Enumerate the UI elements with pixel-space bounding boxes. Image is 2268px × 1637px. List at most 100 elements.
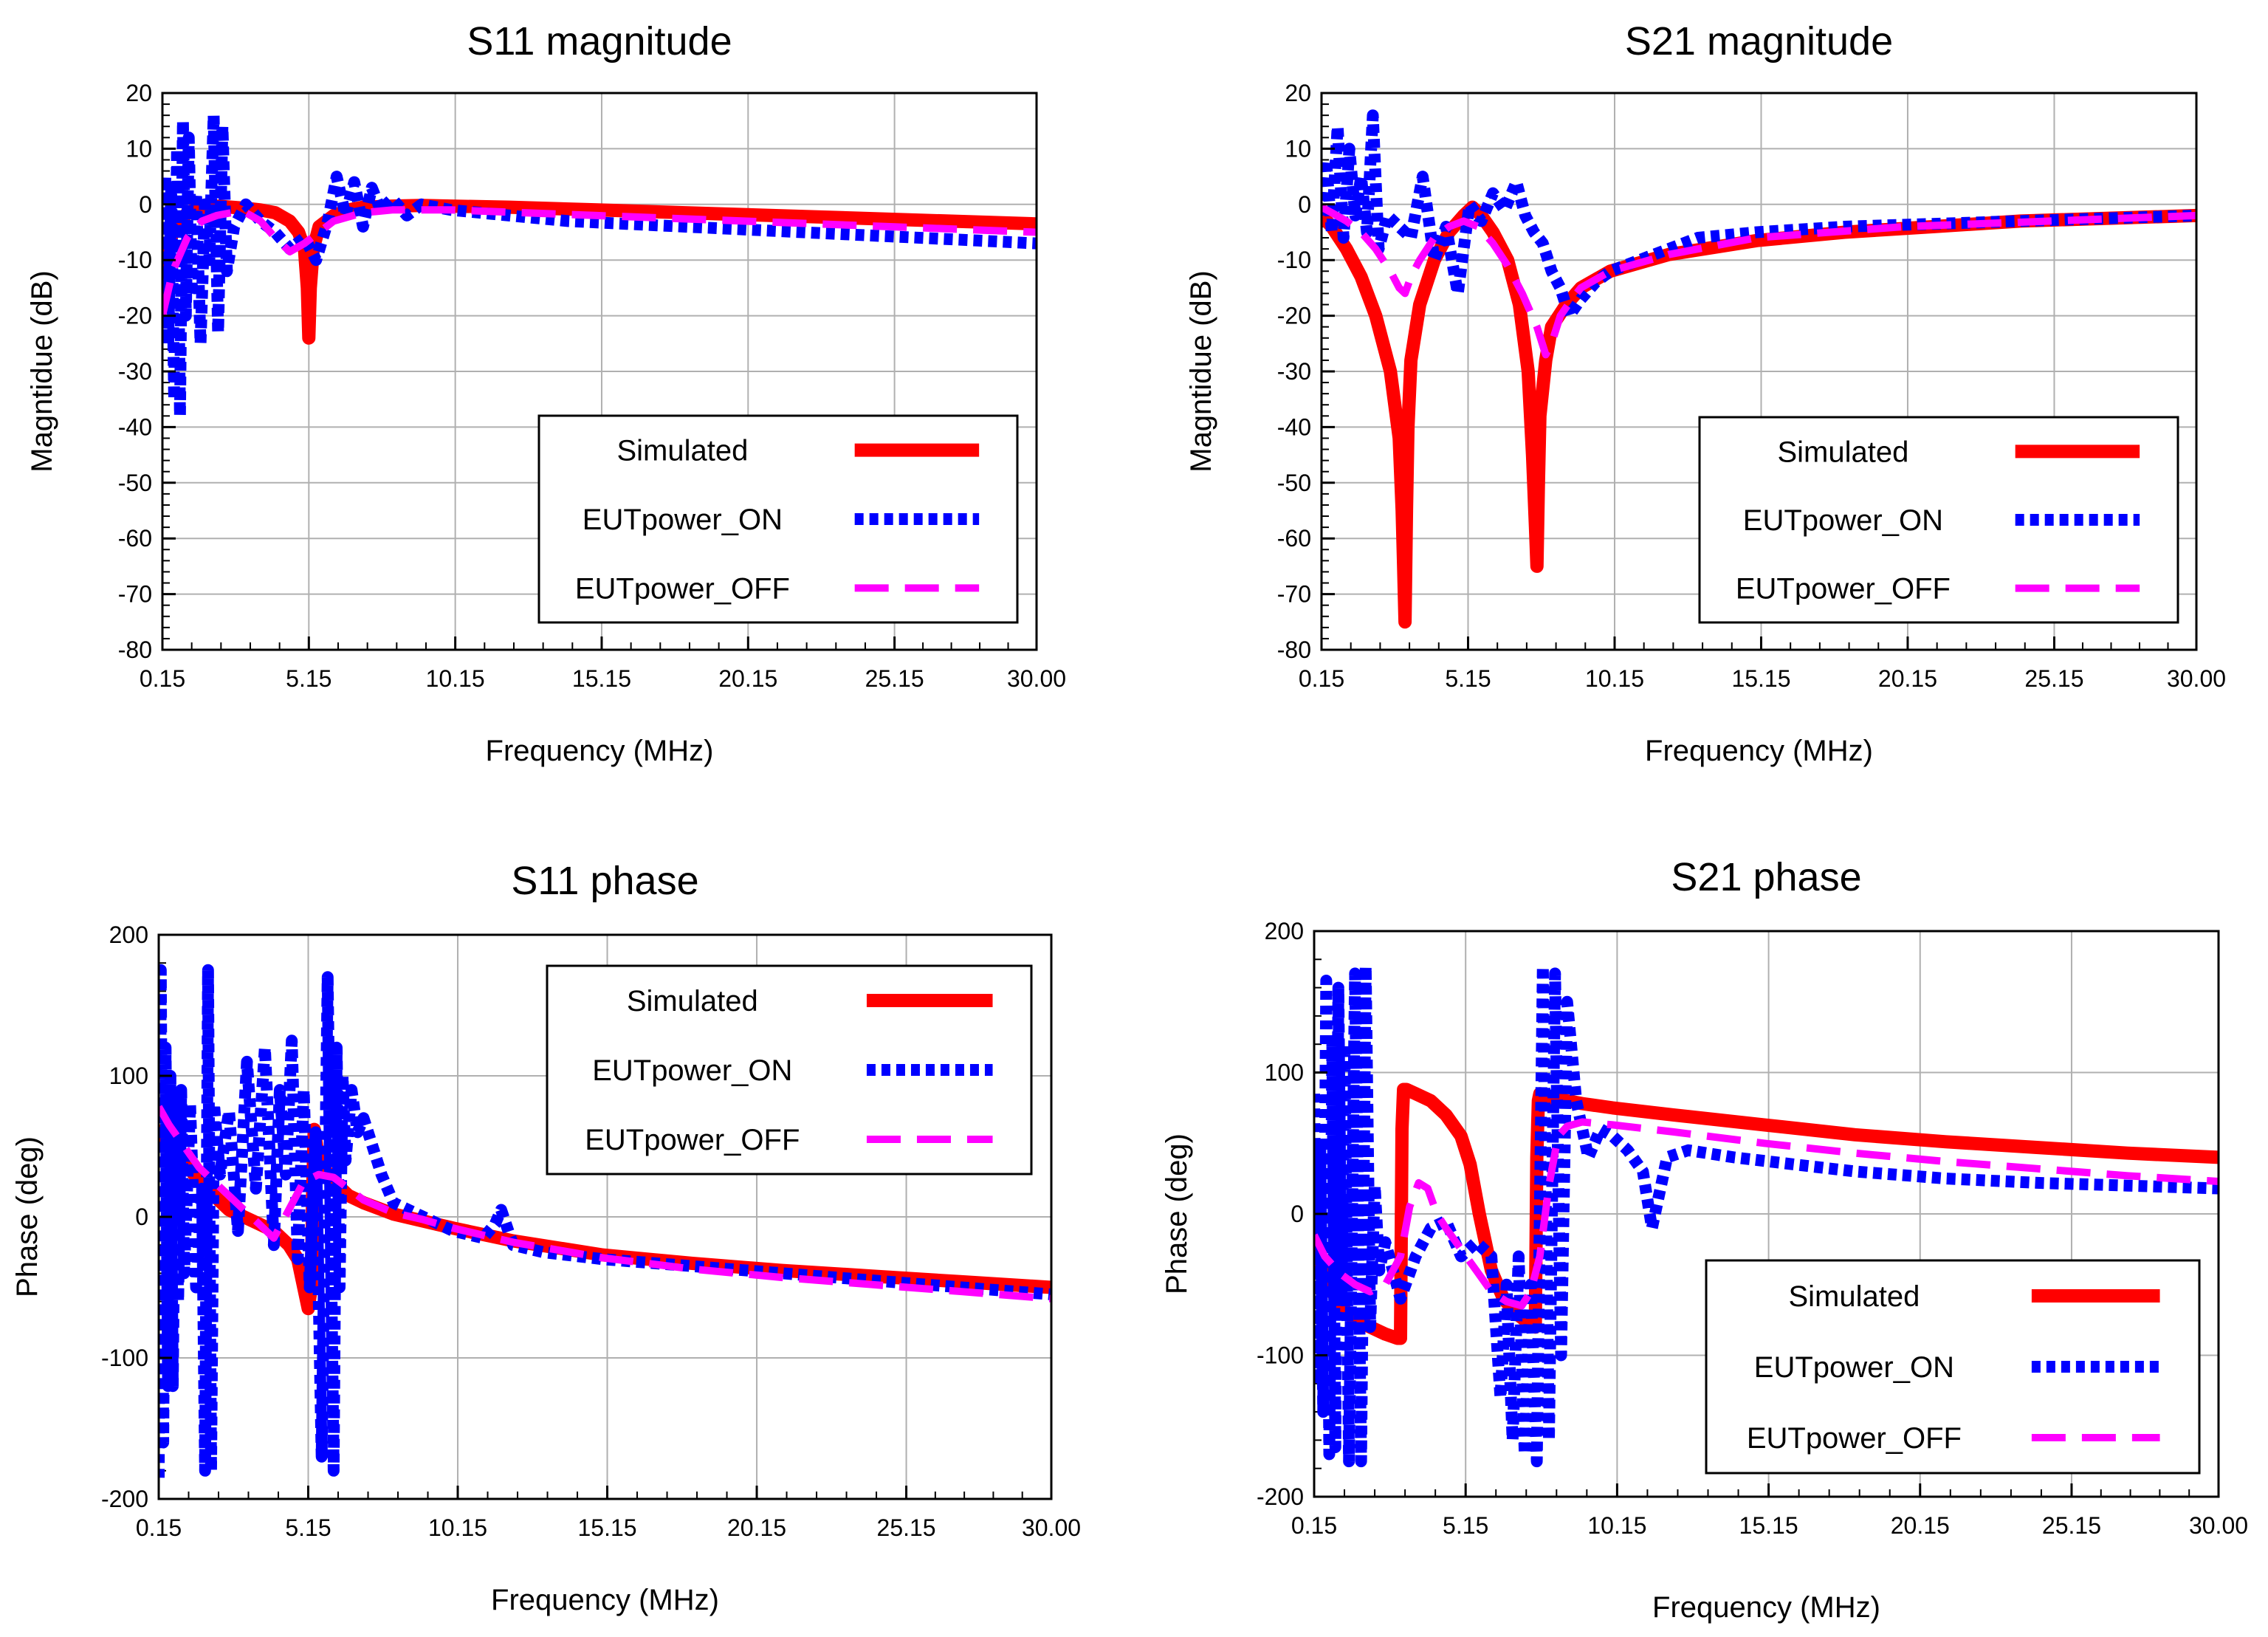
y-tick-label: 0 xyxy=(139,191,152,218)
series-eutpower-on-line xyxy=(1314,960,2219,1468)
legend-label: EUTpower_OFF xyxy=(1736,573,1951,605)
y-tick-label: -100 xyxy=(1257,1342,1304,1369)
x-tick-label: 0.15 xyxy=(1291,1512,1337,1539)
chart-title: S11 magnitude xyxy=(467,19,732,64)
y-tick-label: -20 xyxy=(1277,303,1311,329)
series-eutpower-on-line xyxy=(1322,109,2196,322)
legend-label: EUTpower_ON xyxy=(1754,1351,1954,1384)
y-tick-label: -40 xyxy=(118,413,152,440)
y-tick-label: 20 xyxy=(126,80,152,106)
legend-label: EUTpower_OFF xyxy=(1747,1422,1962,1455)
y-tick-label: 0 xyxy=(135,1204,148,1230)
x-tick-label: 0.15 xyxy=(1299,665,1344,692)
y-tick-label: -20 xyxy=(118,303,152,329)
legend: Simulated EUTpower_ON EUTpower_OFF xyxy=(1698,416,2179,624)
y-tick-label: -30 xyxy=(1277,358,1311,385)
x-tick-label: 15.15 xyxy=(1739,1512,1798,1539)
y-tick-label: -30 xyxy=(118,358,152,385)
x-tick-label: 15.15 xyxy=(572,665,631,692)
y-tick-label: 0 xyxy=(1291,1201,1304,1227)
y-tick-label: -10 xyxy=(118,247,152,273)
legend-label: Simulated xyxy=(616,435,748,467)
series-eutpower-off-line xyxy=(1322,204,2196,359)
legend: Simulated EUTpower_ON EUTpower_OFF xyxy=(1705,1259,2201,1475)
series-eutpower-off-line xyxy=(162,206,1037,317)
series-eutpower-on-line xyxy=(159,964,1051,1478)
legend-label: EUTpower_ON xyxy=(583,504,783,536)
chart-title: S11 phase xyxy=(511,859,698,903)
series-eutpower-off-line xyxy=(1314,1118,2219,1310)
y-axis-label: Phase (deg) xyxy=(11,1136,44,1297)
y-tick-label: -80 xyxy=(118,636,152,663)
series-eutpower-off-line xyxy=(159,1105,1051,1303)
y-tick-label: 200 xyxy=(109,922,148,948)
s21-mag-panel: 0.15 5.15 10.15 15.15 20.15 25.15 30.00 20 10 0 -1… xyxy=(1185,19,2226,767)
x-tick-label: 25.15 xyxy=(865,665,924,692)
legend-label: EUTpower_OFF xyxy=(585,1124,800,1156)
x-tick-label: 25.15 xyxy=(2024,665,2083,692)
x-tick-label: 5.15 xyxy=(285,1514,331,1541)
x-tick-label: 30.00 xyxy=(2167,665,2226,692)
legend-label: Simulated xyxy=(1788,1280,1920,1313)
x-tick-label: 0.15 xyxy=(136,1514,182,1541)
s11-phase-panel: 0.15 5.15 10.15 15.15 20.15 25.15 30.00 200 100 0… xyxy=(11,859,1081,1616)
s21-phase-panel: 0.15 5.15 10.15 15.15 20.15 25.15 30.00 200 100 0… xyxy=(1161,855,2248,1624)
y-tick-label: 100 xyxy=(1265,1060,1304,1086)
x-tick-label: 10.15 xyxy=(1585,665,1644,692)
x-tick-label: 10.15 xyxy=(428,1514,487,1541)
legend-label: EUTpower_ON xyxy=(592,1054,792,1087)
y-tick-label: -70 xyxy=(1277,581,1311,608)
y-tick-label: -200 xyxy=(101,1486,148,1512)
x-tick-label: 5.15 xyxy=(286,665,331,692)
y-tick-label: -50 xyxy=(1277,470,1311,496)
legend: Simulated EUTpower_ON EUTpower_OFF xyxy=(537,414,1019,624)
x-axis-label: Frequency (MHz) xyxy=(1645,735,1873,767)
y-tick-label: -200 xyxy=(1257,1483,1304,1510)
y-tick-label: -60 xyxy=(1277,525,1311,552)
s11-mag-panel: 0.15 5.15 10.15 15.15 20.15 25.15 30.00 20 10 0 -1… xyxy=(26,19,1066,767)
x-tick-label: 20.15 xyxy=(1891,1512,1950,1539)
x-tick-label: 5.15 xyxy=(1443,1512,1488,1539)
chart-title: S21 magnitude xyxy=(1625,19,1893,64)
y-tick-label: 100 xyxy=(109,1063,148,1089)
x-tick-label: 0.15 xyxy=(140,665,185,692)
legend-label: EUTpower_OFF xyxy=(575,572,790,605)
x-axis-label: Frequency (MHz) xyxy=(491,1584,719,1616)
y-tick-label: -100 xyxy=(101,1345,148,1371)
x-tick-label: 30.00 xyxy=(1022,1514,1081,1541)
x-tick-label: 20.15 xyxy=(727,1514,786,1541)
x-axis-label: Frequency (MHz) xyxy=(486,735,714,767)
legend-label: Simulated xyxy=(1777,436,1908,468)
y-tick-label: -70 xyxy=(118,581,152,608)
x-tick-label: 30.00 xyxy=(2189,1512,2248,1539)
legend-label: EUTpower_ON xyxy=(1743,504,1943,537)
x-tick-label: 25.15 xyxy=(877,1514,936,1541)
y-axis-label: Magntidue (dB) xyxy=(1185,270,1217,472)
x-tick-label: 5.15 xyxy=(1445,665,1491,692)
y-tick-label: 10 xyxy=(1285,135,1311,162)
chart-title: S21 phase xyxy=(1671,855,1861,899)
y-tick-label: 10 xyxy=(126,135,152,162)
y-tick-label: -60 xyxy=(118,525,152,552)
x-tick-label: 15.15 xyxy=(577,1514,636,1541)
y-tick-label: 0 xyxy=(1298,191,1311,218)
legend: Simulated EUTpower_ON EUTpower_OFF xyxy=(546,964,1033,1176)
x-tick-label: 10.15 xyxy=(426,665,485,692)
y-axis-label: Magntidue (dB) xyxy=(26,270,58,472)
y-tick-label: -80 xyxy=(1277,636,1311,663)
y-tick-label: 20 xyxy=(1285,80,1311,106)
x-axis-label: Frequency (MHz) xyxy=(1652,1591,1880,1624)
x-tick-label: 25.15 xyxy=(2042,1512,2101,1539)
y-axis-label: Phase (deg) xyxy=(1161,1133,1193,1294)
y-tick-label: 200 xyxy=(1265,918,1304,944)
y-tick-label: -10 xyxy=(1277,247,1311,273)
x-tick-label: 30.00 xyxy=(1007,665,1066,692)
y-tick-label: -50 xyxy=(118,470,152,496)
y-tick-label: -40 xyxy=(1277,413,1311,440)
x-tick-label: 10.15 xyxy=(1587,1512,1646,1539)
x-tick-label: 20.15 xyxy=(1878,665,1937,692)
legend-label: Simulated xyxy=(627,985,758,1017)
x-tick-label: 20.15 xyxy=(718,665,777,692)
x-tick-label: 15.15 xyxy=(1731,665,1790,692)
